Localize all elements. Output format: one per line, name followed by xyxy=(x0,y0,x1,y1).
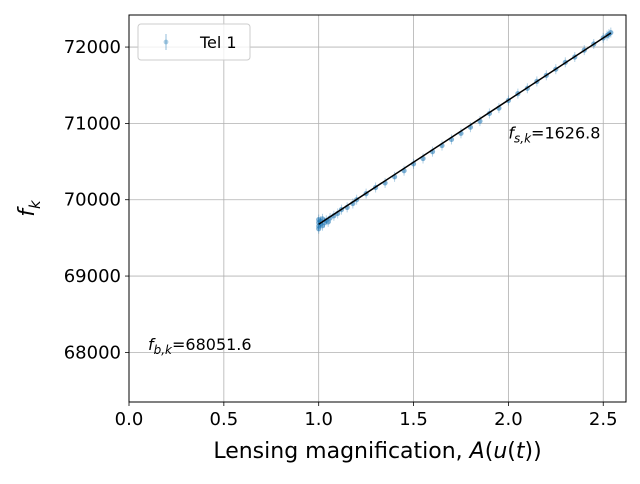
y-tick-label: 71000 xyxy=(64,113,121,134)
x-tick-label: 1.5 xyxy=(399,409,428,430)
legend-marker xyxy=(163,39,169,45)
y-axis-label: fk xyxy=(15,199,44,217)
x-tick-label: 1.0 xyxy=(304,409,333,430)
x-tick-label: 2.0 xyxy=(494,409,523,430)
legend-label: Tel 1 xyxy=(199,33,237,52)
annotation-text: fs,k=1626.8 xyxy=(508,124,600,146)
y-tick-label: 68000 xyxy=(64,342,121,363)
legend-box xyxy=(137,23,251,61)
annotation-layer: fs,k=1626.8 fb,k=68051.6 xyxy=(148,124,600,357)
data-point xyxy=(316,226,322,232)
y-tick-label: 69000 xyxy=(64,266,121,287)
y-tick-label: 70000 xyxy=(64,190,121,211)
x-tick-label: 2.5 xyxy=(589,409,618,430)
tick-layer: 0.0 0.5 1.0 1.5 2.0 2.5 68000 69000 70000 71000 72… xyxy=(64,37,618,430)
x-tick-label: 0.0 xyxy=(115,409,144,430)
plot-frame xyxy=(128,14,627,403)
annotation-text: fb,k=68051.6 xyxy=(148,335,252,357)
x-axis-label: Lensing magnification, A(u(t)) xyxy=(213,439,541,464)
legend: Tel 1 xyxy=(137,23,251,61)
y-tick-label: 72000 xyxy=(64,37,121,58)
x-tick-label: 0.5 xyxy=(210,409,239,430)
fit-line xyxy=(318,32,612,225)
data-layer xyxy=(316,27,614,234)
